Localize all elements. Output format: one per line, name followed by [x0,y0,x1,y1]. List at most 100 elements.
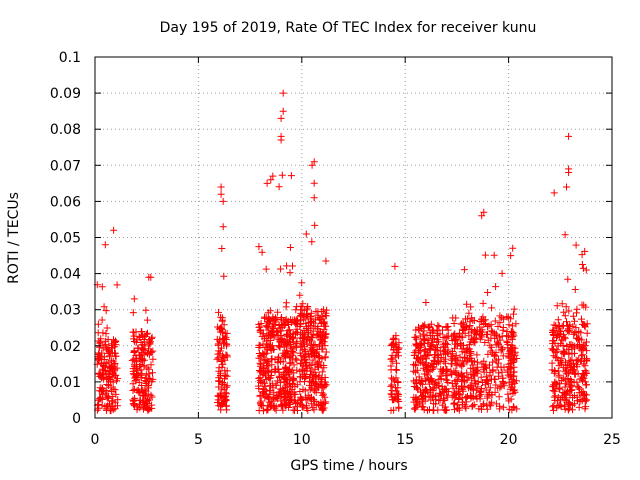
data-point [260,350,268,358]
data-point [461,353,469,361]
data-point [390,377,398,385]
data-point [454,401,462,409]
data-point [571,286,579,293]
data-point [562,303,570,311]
data-point [583,329,591,337]
data-point [296,291,304,299]
data-point [452,370,460,378]
data-point [557,340,565,348]
data-point [434,406,442,414]
data-point [548,359,556,367]
data-point [581,355,588,363]
data-point [275,372,283,380]
data-point [293,338,301,346]
data-point [216,391,224,399]
data-point [458,320,465,328]
data-point [477,403,485,410]
data-point [483,394,491,402]
data-point [140,356,148,364]
data-point [569,312,577,320]
data-point [415,325,423,333]
data-point [550,352,558,360]
data-point [426,362,434,370]
data-point [388,351,396,359]
data-point [102,359,110,367]
data-point [300,403,308,411]
y-tick-label: 0.08 [50,122,81,138]
data-point [488,398,496,406]
data-point [506,348,514,356]
data-point [310,158,318,166]
data-point [492,283,500,291]
data-point [562,380,570,388]
data-point [109,370,117,378]
data-point [259,385,267,393]
data-point [297,342,305,350]
data-point [478,212,486,220]
data-point [474,378,482,386]
data-point [456,361,464,369]
data-point [581,321,589,329]
data-point [421,397,429,405]
data-point [277,265,285,273]
data-point [479,299,487,307]
data-point [426,323,434,331]
y-tick-label: 0.02 [50,339,81,355]
data-point [114,375,121,383]
data-point [558,300,566,308]
data-point [322,381,330,389]
data-point [257,397,265,405]
data-point [388,381,396,389]
data-point [264,309,272,317]
data-point [274,359,282,367]
data-point [438,368,446,376]
data-point [415,373,423,381]
data-point [219,223,227,231]
data-point [424,339,432,347]
data-point [222,389,230,397]
data-point [142,392,149,400]
data-point [565,404,573,412]
data-point [315,343,323,351]
data-point [98,283,106,291]
data-point [270,403,278,410]
data-point [498,368,506,376]
data-point [147,391,155,399]
data-point [562,366,570,374]
data-point [579,264,587,272]
data-point [102,330,110,338]
data-point [430,327,438,335]
data-point [223,382,231,390]
data-point [215,402,223,410]
data-point [470,367,478,375]
data-point [554,316,562,324]
data-point [463,369,471,377]
data-point [425,352,433,359]
data-point [141,386,149,394]
data-point [561,334,569,342]
data-point [275,322,283,329]
data-point [463,300,471,308]
data-point [452,351,460,359]
data-point [473,351,481,359]
data-point [439,340,447,348]
x-tick-label: 10 [293,432,311,448]
grid-lines [95,57,612,418]
data-point [148,348,156,356]
data-point [549,346,557,354]
data-point [215,308,222,316]
data-point [94,396,102,404]
data-point [389,336,397,343]
data-point [549,327,557,334]
data-point [437,354,445,361]
y-axis-tick-labels: 0 0.01 0.02 0.03 0.04 0.05 0.06 0.07 0.08 0.09 0.1 [50,50,81,427]
data-point [580,301,588,309]
data-point [267,346,275,354]
data-point [491,352,499,360]
data-point [432,400,440,408]
data-point [130,401,138,409]
data-point [549,403,557,411]
data-point [581,394,589,402]
data-point [468,375,476,383]
data-point [549,337,556,345]
